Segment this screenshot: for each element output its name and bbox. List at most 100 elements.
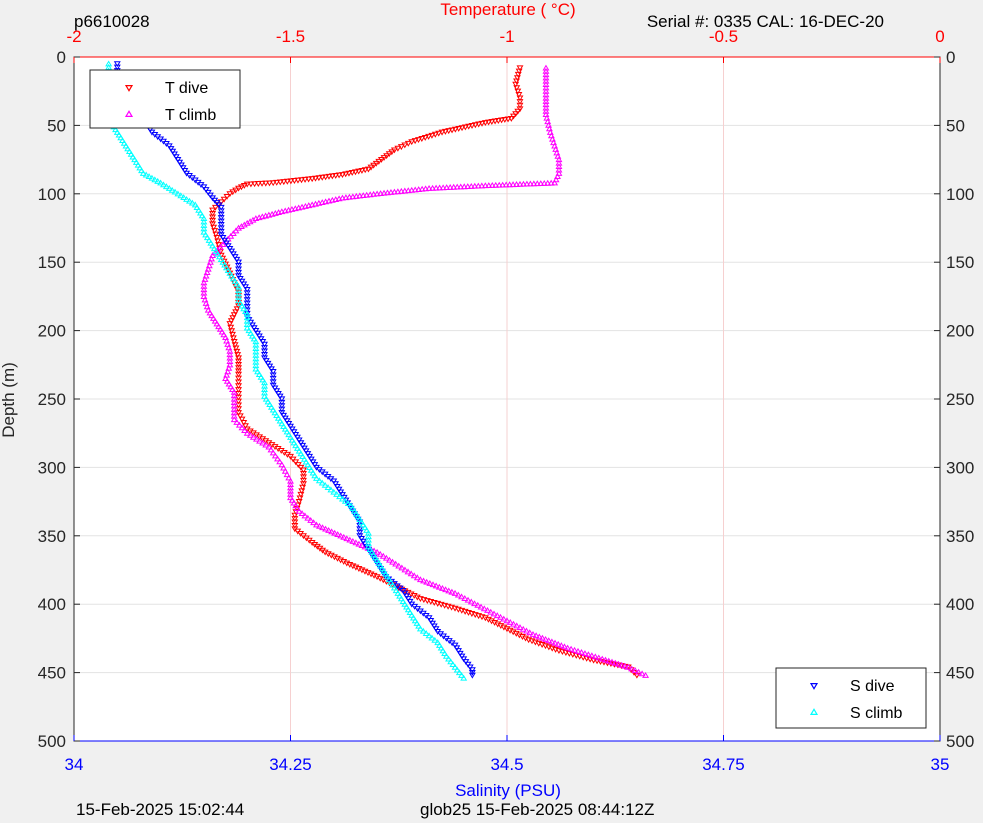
- data-point: [542, 91, 550, 98]
- data-point: [202, 187, 210, 194]
- data-point: [276, 393, 284, 400]
- data-point: [368, 548, 376, 555]
- data-point: [581, 650, 589, 657]
- data-point: [261, 386, 268, 393]
- data-point: [196, 209, 204, 216]
- data-point: [258, 180, 266, 187]
- data-point: [235, 390, 243, 397]
- data-point: [361, 543, 369, 550]
- data-point: [252, 358, 260, 365]
- footer-timestamp: 15-Feb-2025 15:02:44: [76, 800, 244, 819]
- data-point: [131, 156, 139, 163]
- data-point: [538, 634, 546, 641]
- data-point: [387, 189, 395, 195]
- data-point: [241, 284, 249, 291]
- data-point: [387, 578, 395, 585]
- data-point: [216, 325, 224, 332]
- data-point: [269, 180, 277, 187]
- data-point: [358, 542, 366, 548]
- data-point: [229, 331, 236, 338]
- data-point: [510, 620, 517, 627]
- data-point: [399, 598, 407, 605]
- data-point: [243, 290, 251, 297]
- data-point: [356, 529, 364, 536]
- data-point: [333, 483, 341, 490]
- legend-marker-t-dive: [124, 84, 134, 92]
- data-point: [291, 516, 299, 523]
- tick-label-depth-right: 50: [946, 116, 965, 135]
- data-point: [526, 629, 534, 636]
- data-point: [346, 536, 354, 543]
- data-point: [232, 309, 240, 316]
- data-point: [295, 447, 303, 454]
- data-point: [167, 146, 175, 152]
- data-point: [252, 345, 260, 351]
- tick-label-depth-left: 0: [57, 48, 66, 67]
- data-point: [134, 161, 142, 168]
- data-point: [451, 642, 459, 649]
- data-point: [229, 315, 237, 322]
- data-point: [235, 263, 243, 269]
- data-point: [513, 622, 521, 629]
- data-point: [542, 107, 550, 114]
- data-point: [523, 180, 531, 187]
- data-point: [422, 185, 430, 192]
- data-point: [567, 645, 575, 652]
- data-point: [250, 325, 258, 332]
- data-point: [555, 163, 563, 170]
- data-point: [551, 179, 559, 186]
- data-point: [354, 516, 362, 523]
- data-point: [394, 589, 402, 596]
- data-point: [235, 290, 243, 297]
- data-point: [252, 338, 260, 345]
- tick-label-depth-left: 350: [38, 527, 66, 546]
- data-point: [262, 441, 270, 448]
- tick-label-depth-right: 100: [946, 185, 974, 204]
- data-point: [458, 593, 466, 600]
- data-point: [172, 154, 180, 161]
- data-point: [309, 469, 317, 476]
- data-point: [298, 488, 306, 495]
- data-point: [233, 306, 241, 313]
- data-point: [261, 345, 268, 352]
- data-point: [151, 176, 159, 183]
- data-point: [229, 335, 237, 342]
- temperature-legend: T dive T climb: [89, 69, 241, 129]
- data-point: [283, 428, 291, 435]
- grid-lines: [74, 57, 940, 741]
- data-point: [243, 300, 251, 307]
- data-point: [281, 425, 289, 432]
- data-point: [157, 179, 165, 186]
- data-point: [233, 348, 241, 355]
- data-point: [230, 405, 238, 412]
- data-point: [295, 437, 303, 444]
- data-point: [255, 214, 263, 221]
- data-point: [285, 431, 293, 438]
- tick-label-depth-left: 450: [38, 664, 66, 683]
- data-point: [371, 557, 379, 564]
- data-point: [358, 518, 365, 525]
- data-point: [209, 207, 217, 214]
- data-point: [211, 228, 219, 235]
- data-point: [415, 186, 423, 193]
- data-point: [337, 532, 345, 539]
- data-point: [313, 521, 320, 528]
- data-point: [247, 330, 255, 336]
- data-point: [240, 221, 248, 228]
- data-point: [129, 153, 137, 160]
- data-point: [513, 78, 521, 85]
- data-point: [449, 661, 457, 667]
- data-point: [274, 455, 281, 462]
- data-point: [290, 178, 298, 184]
- profile-id: p6610028: [74, 12, 150, 31]
- data-point: [229, 275, 237, 282]
- data-point: [180, 194, 188, 201]
- data-point: [252, 328, 260, 334]
- data-point: [297, 450, 305, 457]
- data-point: [243, 286, 251, 293]
- data-point: [210, 245, 218, 252]
- data-point: [404, 606, 412, 613]
- data-point: [124, 145, 132, 152]
- data-point: [294, 177, 302, 184]
- data-point: [250, 335, 258, 342]
